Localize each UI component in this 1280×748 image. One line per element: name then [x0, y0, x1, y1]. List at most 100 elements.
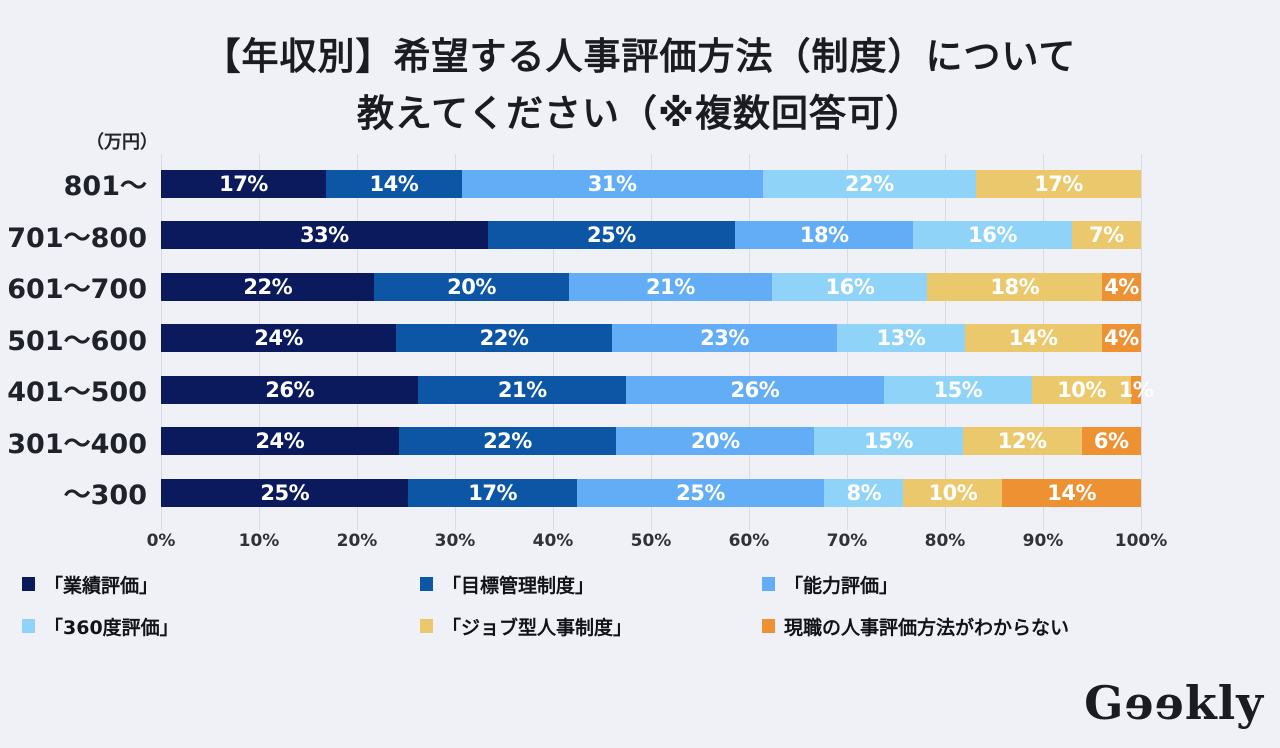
bar-segment: 4% — [1101, 324, 1141, 353]
bar-segment: 21% — [418, 375, 627, 404]
bar-segment-value: 22% — [844, 171, 894, 196]
bar-row: 22% 20% 21% 16% 18% 4% — [161, 261, 1141, 313]
bar-segment: 7% — [1071, 221, 1141, 250]
bar-row: 24% 22% 23% 13% 14% 4% — [161, 313, 1141, 365]
bar-segment-value: 14% — [369, 171, 419, 196]
bar-segment-value: 10% — [928, 480, 978, 505]
bar-segment-value: 14% — [1047, 480, 1097, 505]
stacked-bar-chart: 801〜 701〜800 601〜700 501〜600 401〜500 301〜400 〜… — [0, 154, 1280, 530]
bar-segment-value: 17% — [219, 171, 268, 196]
bar-segment-value: 4% — [1104, 326, 1139, 351]
bar-segment: 24% — [161, 427, 399, 456]
bar-segment-value: 22% — [479, 326, 529, 351]
bar-segment: 14% — [1002, 478, 1141, 507]
bar-segment: 10% — [903, 478, 1003, 507]
bar-segment-value: 8% — [846, 480, 882, 505]
bar-segment-value: 21% — [497, 377, 547, 402]
x-tick-label: 90% — [1022, 530, 1064, 551]
bar-segment: 26% — [161, 375, 419, 404]
bar-segment: 18% — [735, 221, 914, 250]
bar-segment: 17% — [408, 478, 577, 507]
legend-label: 「目標管理制度」 — [442, 574, 595, 597]
legend-item: 「能力評価」 — [762, 571, 1280, 598]
bar-segment-value: 10% — [1057, 377, 1106, 402]
bar-segment-value: 26% — [265, 377, 315, 402]
bar-segment: 22% — [396, 324, 612, 353]
bar-segment-value: 18% — [990, 274, 1040, 299]
bar-segment-value: 22% — [243, 274, 293, 299]
legend-swatch — [22, 619, 35, 633]
geekly-logo: Gɘɘkly — [1084, 676, 1264, 730]
bar-segment: 22% — [398, 427, 617, 456]
legend-swatch — [22, 577, 35, 591]
bar-segment-value: 24% — [255, 429, 305, 454]
bar-segment-value: 22% — [483, 429, 532, 454]
bar-segment: 21% — [568, 272, 773, 301]
bar-row: 17% 14% 31% 22% 17% — [161, 158, 1141, 210]
category-label: 301〜400 — [7, 428, 147, 460]
x-tick-label: 60% — [728, 530, 770, 551]
bar-row: 24% 22% 20% 15% 12% 6% — [161, 416, 1141, 468]
x-axis-tick-labels: 0% 10% 20% 30% 40% 50% 60% 70% 80% 90% 100% — [147, 519, 1168, 553]
x-tick-label: 50% — [630, 530, 672, 551]
chart-title-line-2: 教えてください（※複数回答可） — [356, 92, 923, 135]
legend-swatch — [762, 577, 775, 591]
bar-segment: 25% — [487, 221, 736, 250]
x-tick-label: 10% — [238, 530, 280, 551]
bar-segment: 18% — [927, 272, 1103, 301]
x-tick-label: 70% — [826, 530, 868, 551]
bar-row: 26% 21% 26% 15% 10% 1% — [161, 364, 1154, 416]
bar-segment: 14% — [325, 169, 462, 198]
bar-segment: 24% — [161, 324, 397, 353]
stacked-bar: 26% 21% 26% 15% 10% 1% — [161, 375, 1154, 404]
bar-segment-value: 31% — [587, 171, 637, 196]
legend-item: 「目標管理制度」 — [420, 571, 762, 598]
category-label: 701〜800 — [7, 222, 147, 254]
bar-segment: 8% — [824, 478, 904, 507]
legend: 「業績評価」 「目標管理制度」 「能力評価」 「360度評価」 「ジョブ型人事制度」 現職… — [22, 571, 1280, 640]
bar-row: 25% 17% 25% 8% 10% 14% — [161, 467, 1141, 519]
legend-item: 「360度評価」 — [22, 613, 420, 640]
category-label: 401〜500 — [7, 377, 147, 409]
legend-label: 「ジョブ型人事制度」 — [442, 616, 633, 639]
bar-segment-value: 25% — [260, 480, 310, 505]
legend-item: 「ジョブ型人事制度」 — [420, 613, 762, 640]
bar-segment: 25% — [576, 478, 825, 507]
bar-segment: 31% — [461, 169, 763, 198]
bar-segment: 6% — [1081, 427, 1141, 456]
x-tick-label: 40% — [532, 530, 574, 551]
bar-segment-value: 13% — [876, 326, 926, 351]
x-tick-label: 80% — [924, 530, 966, 551]
bar-segment-value: 23% — [700, 326, 749, 351]
bar-segment: 22% — [762, 169, 976, 198]
bar-segment: 17% — [976, 169, 1141, 198]
category-label: 501〜600 — [7, 325, 147, 357]
x-tick-label: 30% — [434, 530, 476, 551]
gridline-100% — [1141, 154, 1142, 530]
legend-label: 「360度評価」 — [44, 616, 179, 639]
stacked-bar: 33% 25% 18% 16% 7% — [161, 221, 1141, 250]
bar-segment: 33% — [161, 221, 488, 250]
bar-segment-value: 25% — [587, 223, 636, 248]
stacked-bar: 25% 17% 25% 8% 10% 14% — [161, 478, 1141, 507]
stacked-bar: 17% 14% 31% 22% 17% — [161, 169, 1141, 198]
bar-segment: 25% — [161, 478, 409, 507]
y-axis-unit-label: （万円） — [86, 132, 158, 153]
bar-segment: 22% — [161, 272, 375, 301]
bar-segment-value: 12% — [997, 429, 1047, 454]
x-tick-label: 20% — [336, 530, 378, 551]
bar-segment: 20% — [374, 272, 569, 301]
bar-segment: 4% — [1102, 272, 1141, 301]
bar-segment: 10% — [1032, 375, 1132, 404]
bar-segment: 23% — [611, 324, 838, 353]
bar-segment-value: 20% — [447, 274, 496, 299]
legend-swatch — [762, 619, 775, 633]
bar-segment-value: 4% — [1104, 274, 1139, 299]
bar-segment-value: 15% — [864, 429, 913, 454]
bar-segment-value: 17% — [1034, 171, 1083, 196]
legend-swatch — [420, 619, 433, 633]
legend-item: 「業績評価」 — [22, 571, 420, 598]
y-axis-labels: 801〜 701〜800 601〜700 501〜600 401〜500 301〜400 〜… — [0, 158, 161, 519]
bar-segment-value: 14% — [1008, 326, 1058, 351]
bar-segment: 12% — [962, 427, 1082, 456]
